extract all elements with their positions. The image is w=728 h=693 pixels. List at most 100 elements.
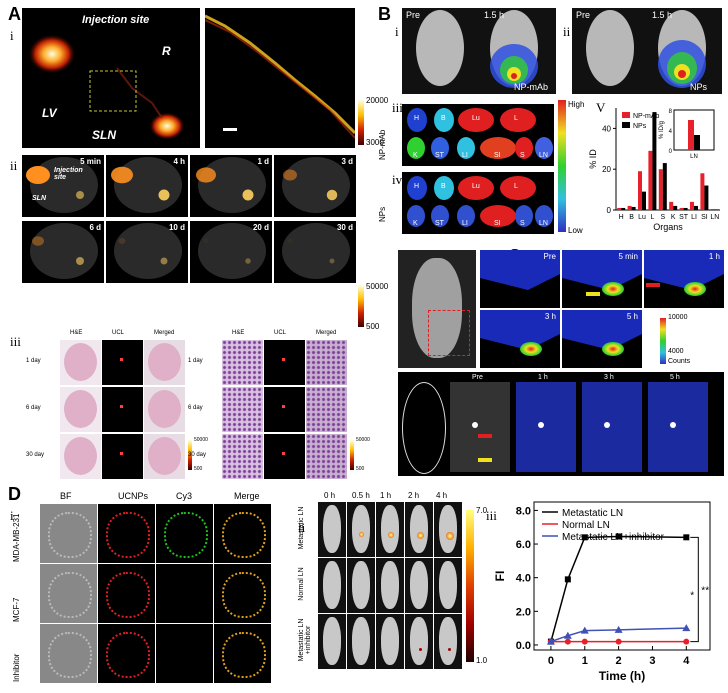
c-bot-time-label: 1 h bbox=[538, 374, 548, 381]
d-iii-point bbox=[564, 638, 571, 645]
a-ii-frame-svg bbox=[30, 223, 98, 279]
d-i-cell bbox=[98, 504, 155, 563]
d-i-col-header: Cy3 bbox=[176, 491, 193, 501]
d-ii-signal bbox=[417, 532, 424, 539]
d-iii-x-label: Time (h) bbox=[599, 669, 645, 683]
d-i-col-header: Merge bbox=[234, 491, 260, 501]
organ-shape bbox=[407, 137, 425, 159]
panel-b-iii-label: iii bbox=[392, 100, 403, 115]
b-organ-letter: H bbox=[414, 183, 420, 190]
d-ii-row-label: Metastatic LN bbox=[298, 506, 305, 550]
c-node-spot bbox=[472, 422, 478, 428]
organ-shape bbox=[515, 137, 533, 159]
c-ct-slice bbox=[450, 382, 510, 472]
d-ii-mouse bbox=[318, 502, 346, 557]
r-label: R bbox=[162, 44, 171, 58]
c-timepoint-image: Pre bbox=[480, 250, 560, 308]
c-bottom-strip: Pre 1 h 3 h 5 h bbox=[398, 372, 724, 476]
d-iii-y-tick-label: 8.0 bbox=[516, 505, 531, 517]
a-iii-cbar-max: 50000 bbox=[356, 437, 370, 443]
d-i-row-label: MCF-7 bbox=[12, 597, 21, 622]
b-v-bar bbox=[658, 169, 663, 210]
b-v-legend-swatch bbox=[622, 112, 630, 118]
a-iii-cell bbox=[264, 387, 305, 432]
b-v-inset-bar bbox=[688, 120, 694, 150]
b-i-mice-svg bbox=[416, 10, 538, 88]
injection-site-label: Injection site bbox=[82, 14, 150, 26]
a-iii-header: Merged bbox=[154, 330, 175, 336]
d-ii-mouse bbox=[376, 614, 404, 669]
b-v-bar bbox=[617, 207, 622, 210]
b-organ-letter: S bbox=[520, 220, 525, 227]
a-i-cbar-min: 3000 bbox=[366, 138, 384, 147]
a-iii-row-label: 1 day bbox=[26, 358, 41, 364]
d-iii-y-label: FI bbox=[493, 571, 507, 582]
a-iii-row-label: 1 day bbox=[188, 358, 203, 364]
organ-shape bbox=[407, 205, 425, 227]
a-ii-sln-glow bbox=[326, 189, 338, 201]
d-i-cell-outline bbox=[48, 632, 92, 678]
b-ii-post: 1.5 h bbox=[652, 10, 673, 20]
b-v-bar bbox=[690, 201, 694, 210]
c-timepoint-image: 5 min bbox=[562, 250, 642, 308]
a-ii-mouse-shadow bbox=[198, 157, 266, 213]
a-ii-sln-glow bbox=[329, 258, 335, 264]
b-v-y-tick-label: 0 bbox=[607, 206, 612, 215]
c-timepoint-image: 1 h bbox=[644, 250, 724, 308]
c-timepoint-image: 3 h bbox=[480, 310, 560, 368]
a-ii-injection-glow bbox=[287, 238, 293, 244]
organ-shape bbox=[434, 176, 454, 200]
b-organ-letter: B bbox=[441, 183, 446, 190]
d-ii-mouse-body bbox=[410, 617, 428, 665]
d-ii-mouse-body bbox=[381, 561, 399, 609]
a-iii-ucl-spot bbox=[282, 358, 285, 361]
c-red-arrow-bot bbox=[478, 434, 492, 438]
d-ii-mouse bbox=[405, 614, 433, 669]
a-ii-sln-glow bbox=[76, 191, 84, 199]
organ-shape bbox=[457, 205, 475, 227]
d-ii-mouse bbox=[434, 614, 462, 669]
d-ii-signal bbox=[446, 532, 454, 540]
b-v-bar bbox=[638, 171, 642, 210]
d-iii-y-tick-label: 2.0 bbox=[516, 606, 531, 618]
a-ii-time-label: 1 d bbox=[257, 157, 269, 166]
b-v-legend-label: NP-mAb bbox=[633, 113, 660, 120]
d-iii-point bbox=[683, 638, 690, 645]
organ-shape bbox=[535, 205, 553, 227]
d-i-cell-outline bbox=[222, 632, 266, 678]
b-ii-mice-svg bbox=[586, 10, 706, 88]
a-iii-cell bbox=[222, 387, 263, 432]
d-iii-point bbox=[563, 631, 572, 639]
d-ii-mouse bbox=[405, 502, 433, 557]
organ-shape bbox=[515, 205, 533, 227]
d-iii-sig-bracket bbox=[690, 536, 699, 643]
organ-shape bbox=[434, 108, 454, 132]
a-ii-mouse-shadow bbox=[282, 157, 350, 213]
b-ii-nps: NPs bbox=[690, 82, 708, 92]
d-i-cell-outline bbox=[222, 512, 266, 558]
d-ii-mouse bbox=[376, 502, 404, 557]
b-organ-letter: K bbox=[413, 220, 418, 227]
c-hotspot bbox=[602, 342, 624, 356]
a-iii-header: H&E bbox=[70, 330, 83, 336]
b-v-bar bbox=[662, 163, 667, 210]
d-i-col-header: UCNPs bbox=[118, 491, 149, 501]
b-v-bar bbox=[631, 206, 636, 210]
b-organ-letter: L bbox=[514, 115, 518, 122]
a-ii-injection-label: Injection site bbox=[54, 167, 83, 181]
b-organ-letter: B bbox=[441, 115, 446, 122]
a-iii-header: H&E bbox=[232, 330, 245, 336]
a-iii-tissue bbox=[148, 437, 181, 475]
d-ii-time-label: 4 h bbox=[436, 491, 448, 500]
b-v-x-tick-label: H bbox=[619, 214, 624, 221]
a-iii-colorbar bbox=[188, 440, 192, 470]
d-iii-y-tick-label: 4.0 bbox=[516, 573, 531, 585]
c-node-spot bbox=[670, 422, 676, 428]
b-organ-letter: ST bbox=[435, 152, 444, 159]
b-v-bar bbox=[648, 150, 653, 210]
d-iii-point bbox=[615, 638, 622, 645]
b-v-bar bbox=[700, 173, 705, 210]
a-ii-time-label: 6 d bbox=[89, 223, 101, 232]
a-iii-tissue bbox=[148, 390, 181, 428]
d-ii-mouse-body bbox=[439, 561, 457, 609]
